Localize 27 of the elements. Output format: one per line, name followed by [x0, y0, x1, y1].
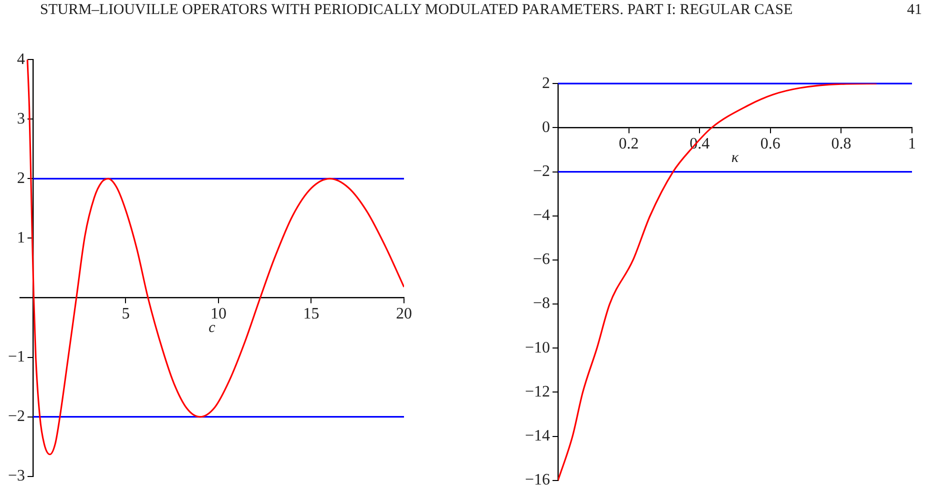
y-tick-label: −6	[532, 251, 550, 268]
x-tick-label: 0.6	[760, 135, 780, 152]
x-tick-label: 0.8	[831, 135, 852, 152]
x-tick-label: 1	[908, 135, 916, 152]
text: 41	[907, 1, 922, 20]
y-tick-label: −8	[532, 295, 550, 312]
x-tick-label: 5	[122, 306, 130, 323]
y-tick-label: −12	[524, 383, 550, 400]
y-tick-label: −16	[524, 472, 550, 489]
y-tick-label: 2	[542, 74, 550, 92]
y-tick-label: −2	[8, 408, 25, 426]
y-tick-label: 4	[16, 50, 25, 68]
y-tick-label: −2	[532, 162, 550, 180]
y-tick-label: 2	[16, 170, 25, 187]
y-tick-label: −4	[532, 207, 550, 224]
x-tick-label: 0.2	[618, 135, 639, 152]
y-tick-label: −1	[8, 348, 25, 366]
x-tick-label: 15	[303, 306, 320, 323]
y-tick-label: −10	[524, 339, 550, 356]
chart-title: STURM–LIOUVILLE OPERATORS WITH PERIODICALLY MODULATED PARAMETERS. PART I: REGULAR CASE	[40, 1, 794, 20]
x-tick-label: 20	[396, 306, 412, 323]
x-axis-title: κ	[731, 150, 740, 166]
y-tick-label: −3	[8, 468, 25, 485]
y-tick-label: 0	[542, 118, 550, 136]
y-tick-label: 1	[16, 229, 25, 246]
y-tick-label: 3	[16, 110, 25, 128]
y-tick-label: −14	[524, 428, 550, 445]
